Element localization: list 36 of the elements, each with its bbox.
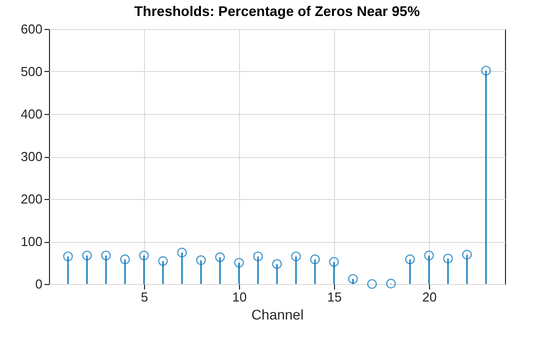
point	[234, 258, 244, 268]
point	[367, 279, 377, 289]
point	[196, 255, 206, 266]
x-tick-label: 5	[140, 290, 148, 304]
y-tick-label: 500	[20, 64, 42, 79]
y-tick-label: 100	[20, 234, 42, 249]
point	[481, 66, 491, 76]
point	[101, 250, 111, 260]
point	[139, 250, 149, 260]
point	[443, 254, 453, 264]
point	[63, 251, 73, 262]
point	[215, 252, 225, 262]
x-tick-label: 10	[232, 290, 247, 304]
point	[272, 259, 282, 269]
point	[310, 254, 320, 264]
point	[348, 274, 358, 284]
x-tick-label: 15	[327, 290, 342, 304]
chart-title: Thresholds: Percentage of Zeros Near 95%	[134, 3, 420, 19]
x-axis-title: Channel	[251, 306, 304, 322]
x-tick-label: 20	[422, 290, 437, 304]
point	[177, 248, 187, 258]
y-tick-label: 200	[20, 192, 42, 206]
point	[82, 250, 92, 260]
y-tick-label: 300	[20, 149, 42, 164]
point	[291, 251, 301, 262]
y-tick-label: 0	[35, 276, 42, 292]
point	[386, 278, 396, 288]
point	[158, 256, 168, 266]
point	[424, 250, 434, 260]
point	[405, 254, 415, 264]
y-tick-label: 400	[20, 106, 42, 122]
point	[120, 254, 130, 264]
y-tick-label: 600	[20, 22, 42, 36]
point	[253, 251, 263, 262]
point	[329, 256, 339, 267]
point	[462, 250, 472, 260]
